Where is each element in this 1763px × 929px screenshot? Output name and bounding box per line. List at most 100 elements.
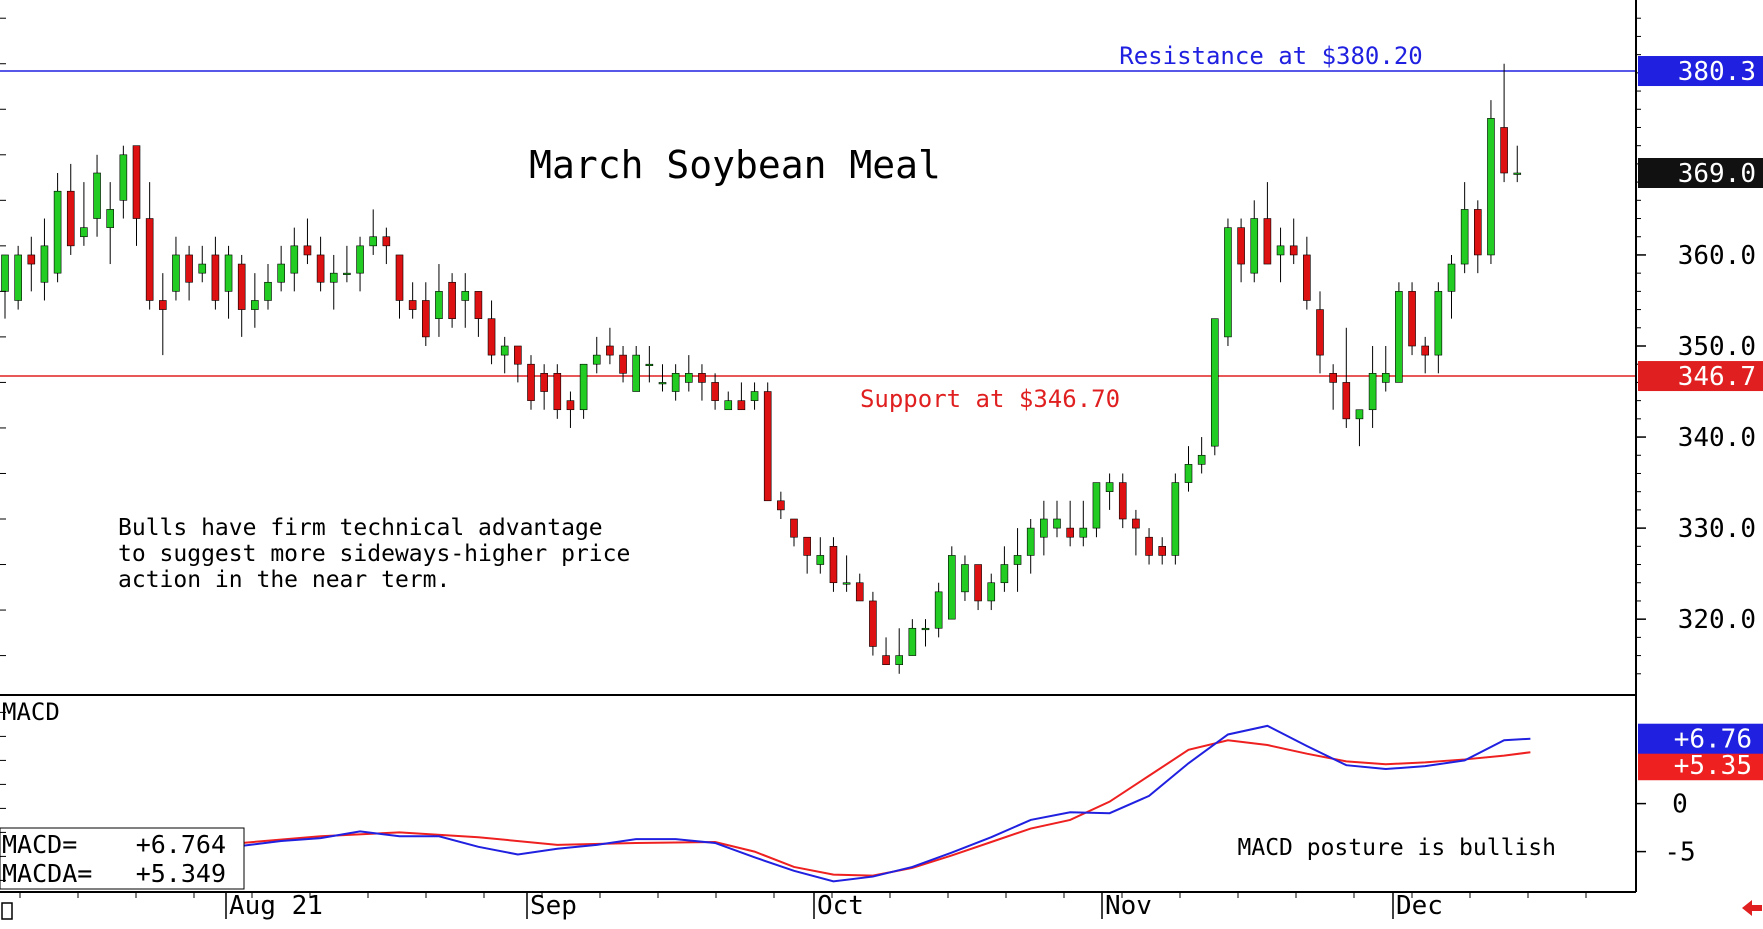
chart-title: March Soybean Meal: [529, 143, 941, 187]
candle-body: [369, 236, 378, 247]
price-badges: 380.3 369.0 346.7 +5.35 +6.76: [1638, 56, 1763, 781]
candle: [579, 363, 588, 419]
candle-body: [1513, 172, 1522, 175]
candle-body: [1079, 527, 1088, 538]
candle: [750, 382, 759, 410]
candle: [303, 218, 312, 265]
candle-body: [763, 391, 772, 502]
candle: [829, 537, 838, 592]
candle-body: [1053, 518, 1061, 529]
support-badge: [1638, 361, 1763, 392]
candle-body: [790, 518, 798, 538]
candle-body: [343, 272, 351, 275]
candle-body: [803, 536, 811, 556]
candle: [395, 254, 404, 319]
candle: [777, 491, 785, 519]
candle: [14, 245, 22, 310]
candle: [145, 182, 154, 310]
candle: [1250, 200, 1259, 283]
candle-body: [290, 245, 299, 274]
candle: [500, 336, 509, 374]
candle: [671, 364, 680, 401]
macd-badge: [1638, 723, 1763, 754]
candle-body: [1276, 245, 1285, 256]
candle: [1329, 364, 1337, 410]
candle-body: [329, 272, 338, 283]
candle: [855, 573, 864, 602]
candle: [592, 336, 601, 374]
candle-body: [1237, 227, 1245, 265]
candle-body: [1460, 209, 1469, 265]
candle-body: [855, 582, 864, 602]
candle-body: [251, 300, 259, 310]
candle: [1513, 145, 1522, 183]
candle-body: [527, 363, 535, 401]
price-panel: March Soybean Meal Resistance at $380.20…: [0, 42, 1636, 674]
candle-body: [1408, 291, 1416, 347]
candle: [514, 345, 522, 383]
last-price-badge: [1638, 158, 1763, 188]
candle: [934, 582, 943, 638]
macd-annotation: MACD posture is bullish: [1238, 835, 1557, 861]
candles: [1, 63, 1522, 674]
candle-body: [395, 254, 404, 301]
candle: [1316, 291, 1324, 374]
candle-body: [566, 400, 575, 411]
candle: [93, 154, 101, 237]
candle: [1237, 218, 1245, 283]
candle-body: [1474, 209, 1482, 256]
scroll-start-marker[interactable]: [1, 902, 13, 920]
candle-body: [1289, 245, 1298, 256]
candle: [172, 236, 180, 301]
candle-body: [829, 546, 838, 584]
candle-body: [1211, 318, 1219, 447]
candle-body: [698, 373, 706, 383]
candle-body: [750, 391, 759, 401]
candle-body: [198, 263, 207, 274]
candle: [1474, 200, 1482, 274]
candle: [435, 264, 443, 337]
scroll-left-arrow-icon[interactable]: [1742, 900, 1762, 916]
candle-body: [711, 382, 719, 401]
candle-body: [382, 236, 391, 247]
candle: [1487, 100, 1495, 265]
candle: [1184, 446, 1193, 492]
last-price-badge-text: 369.0: [1678, 159, 1756, 189]
candle: [1447, 254, 1456, 319]
support-badge-text: 346.7: [1678, 362, 1756, 392]
candle: [606, 327, 614, 365]
candle-body: [316, 254, 325, 283]
candle-body: [579, 363, 588, 411]
macd-readout-box: [0, 827, 245, 890]
candle-body: [974, 564, 982, 602]
x-tick-label: Nov: [1105, 891, 1152, 921]
candle: [1171, 473, 1180, 565]
candle-body: [1013, 555, 1022, 565]
candle-body: [1395, 291, 1403, 383]
candle: [369, 209, 378, 255]
candle-body: [487, 318, 496, 356]
candle: [882, 637, 890, 665]
candle-body: [1303, 254, 1311, 301]
candle: [1342, 327, 1351, 428]
candle-body: [514, 345, 522, 365]
candle: [947, 546, 956, 620]
candle: [724, 391, 733, 411]
macd-readout-value: +6.764: [136, 830, 226, 859]
candle: [1434, 282, 1443, 374]
candle-body: [435, 291, 443, 319]
candle: [961, 555, 969, 601]
candle-body: [1355, 409, 1364, 420]
candle-body: [882, 655, 890, 665]
resistance-label: Resistance at $380.20: [1119, 42, 1422, 70]
candle: [658, 364, 667, 392]
candle: [1211, 318, 1219, 456]
candle-body: [816, 555, 825, 565]
candle-body: [1447, 263, 1456, 292]
candle-body: [1421, 345, 1429, 356]
candle: [1197, 437, 1206, 474]
candle-body: [224, 254, 233, 292]
candle: [251, 273, 259, 328]
candle-body: [132, 145, 141, 219]
